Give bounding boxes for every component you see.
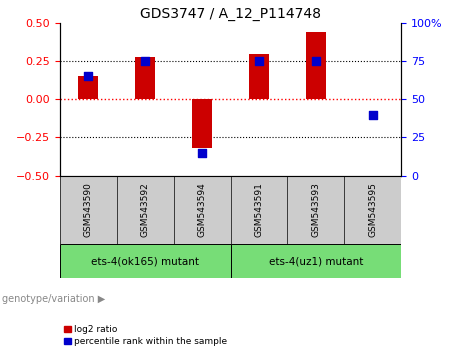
Text: GSM543590: GSM543590 [84, 183, 93, 238]
Legend: log2 ratio, percentile rank within the sample: log2 ratio, percentile rank within the s… [65, 325, 227, 346]
Point [312, 58, 319, 64]
Text: ets-4(ok165) mutant: ets-4(ok165) mutant [91, 256, 199, 266]
Point [142, 58, 149, 64]
Bar [78, 76, 98, 99]
Bar [135, 57, 155, 99]
Text: GSM543591: GSM543591 [254, 183, 263, 238]
Text: GSM543595: GSM543595 [368, 183, 377, 238]
Text: GSM543593: GSM543593 [311, 183, 320, 238]
Point [198, 150, 206, 155]
Bar [306, 32, 326, 99]
Point [85, 74, 92, 79]
Text: GSM543592: GSM543592 [141, 183, 150, 237]
Text: GSM543594: GSM543594 [198, 183, 207, 237]
Bar [249, 53, 269, 99]
FancyBboxPatch shape [230, 244, 401, 278]
Point [369, 112, 376, 118]
Point [255, 58, 263, 64]
FancyBboxPatch shape [60, 244, 230, 278]
Bar [192, 99, 212, 148]
Title: GDS3747 / A_12_P114748: GDS3747 / A_12_P114748 [140, 7, 321, 21]
Text: ets-4(uz1) mutant: ets-4(uz1) mutant [269, 256, 363, 266]
Text: genotype/variation ▶: genotype/variation ▶ [2, 294, 106, 304]
